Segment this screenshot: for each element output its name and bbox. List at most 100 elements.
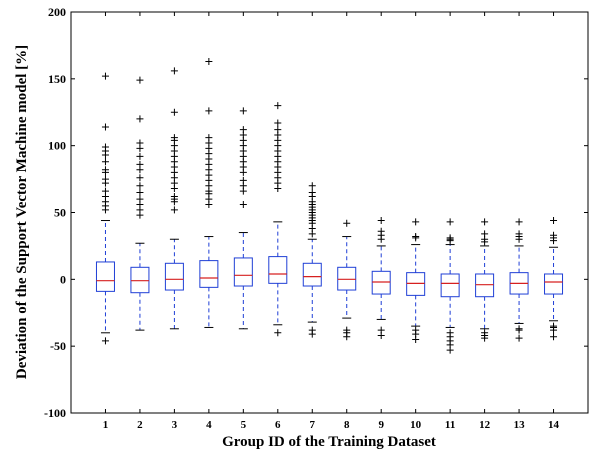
outlier-point — [481, 230, 489, 238]
box-group — [268, 102, 288, 337]
box-group — [371, 217, 391, 339]
box-group — [475, 218, 495, 342]
outlier-point — [136, 139, 144, 147]
outlier-point — [239, 107, 247, 115]
outlier-point — [550, 326, 558, 334]
x-tick-label: 8 — [344, 419, 350, 431]
outlier-point — [308, 330, 316, 338]
y-tick-label: 0 — [60, 272, 66, 286]
x-tick-label: 12 — [479, 419, 491, 431]
outlier-point — [239, 200, 247, 208]
outlier-point — [170, 108, 178, 116]
outlier-point — [412, 335, 420, 343]
outlier-point — [377, 331, 385, 339]
box-group — [164, 67, 184, 330]
outlier-point — [412, 218, 420, 226]
outlier-point — [515, 326, 523, 334]
outlier-point — [101, 187, 109, 195]
box-group — [337, 219, 357, 341]
outlier-point — [274, 329, 282, 337]
outlier-point — [308, 188, 316, 196]
outlier-point — [101, 143, 109, 151]
outlier-point — [205, 57, 213, 65]
iqr-box — [337, 266, 357, 291]
outlier-point — [136, 188, 144, 196]
iqr-box — [233, 257, 253, 287]
iqr-box — [164, 262, 184, 291]
outlier-point — [205, 107, 213, 115]
box-group — [199, 57, 219, 328]
iqr-box — [406, 272, 426, 296]
outlier-point — [170, 67, 178, 75]
y-axis: -100 -50 0 50 100 150 200 — [44, 5, 588, 420]
x-tick-label: 5 — [241, 419, 247, 431]
outlier-point — [550, 217, 558, 225]
iqr-box — [199, 260, 219, 288]
x-tick-label: 13 — [514, 419, 526, 431]
iqr-box — [475, 273, 495, 298]
outlier-point — [446, 234, 454, 242]
outlier-point — [101, 337, 109, 345]
y-tick-label: -100 — [44, 406, 66, 420]
x-tick-label: 6 — [275, 419, 281, 431]
outlier-point — [101, 123, 109, 131]
outlier-point — [170, 192, 178, 200]
y-tick-label: 100 — [48, 139, 66, 153]
x-tick-label: 1 — [103, 419, 109, 431]
outlier-point — [274, 126, 282, 134]
outlier-point — [239, 126, 247, 134]
outlier-point — [136, 115, 144, 123]
outlier-point — [101, 166, 109, 174]
outlier-point — [343, 219, 351, 227]
outlier-point — [377, 217, 385, 225]
x-tick-label: 14 — [548, 419, 560, 431]
box-group — [406, 218, 426, 343]
outlier-point — [550, 333, 558, 341]
outlier-point — [274, 119, 282, 127]
plot-area — [70, 11, 589, 414]
box-group — [544, 217, 564, 341]
outlier-point — [481, 334, 489, 342]
x-tick-label: 9 — [378, 419, 384, 431]
outlier-point — [515, 218, 523, 226]
x-tick-label: 2 — [137, 419, 143, 431]
outlier-point — [136, 76, 144, 84]
y-tick-label: -50 — [50, 339, 66, 353]
outlier-point — [170, 134, 178, 142]
x-tick-label: 10 — [410, 419, 422, 431]
outlier-point — [205, 134, 213, 142]
outlier-point — [239, 176, 247, 184]
box-group — [302, 182, 322, 338]
x-tick-label: 7 — [310, 419, 316, 431]
outlier-point — [515, 230, 523, 238]
outlier-point — [412, 233, 420, 241]
iqr-box — [544, 273, 564, 295]
iqr-box — [371, 270, 391, 295]
iqr-box — [95, 261, 115, 292]
box-group — [95, 72, 115, 345]
y-tick-label: 50 — [54, 206, 66, 220]
outlier-point — [101, 158, 109, 166]
box-series — [95, 57, 564, 354]
outlier-point — [136, 152, 144, 160]
outlier-point — [136, 182, 144, 190]
y-tick-label: 150 — [48, 72, 66, 86]
outlier-point — [136, 160, 144, 168]
outlier-point — [101, 72, 109, 80]
iqr-box — [302, 262, 322, 287]
iqr-box — [440, 273, 460, 298]
x-axis-title: Group ID of the Training Dataset — [222, 434, 436, 450]
box-group — [440, 218, 460, 354]
outlier-point — [446, 346, 454, 354]
outlier-point — [481, 218, 489, 226]
iqr-box — [130, 266, 150, 294]
y-tick-label: 200 — [48, 5, 66, 19]
outlier-point — [446, 218, 454, 226]
iqr-box — [268, 256, 288, 284]
box-group — [130, 76, 150, 331]
outlier-point — [377, 227, 385, 235]
y-axis-title: Deviation of the Support Vector Machine … — [14, 45, 30, 379]
box-group — [233, 107, 253, 330]
outlier-point — [515, 334, 523, 342]
